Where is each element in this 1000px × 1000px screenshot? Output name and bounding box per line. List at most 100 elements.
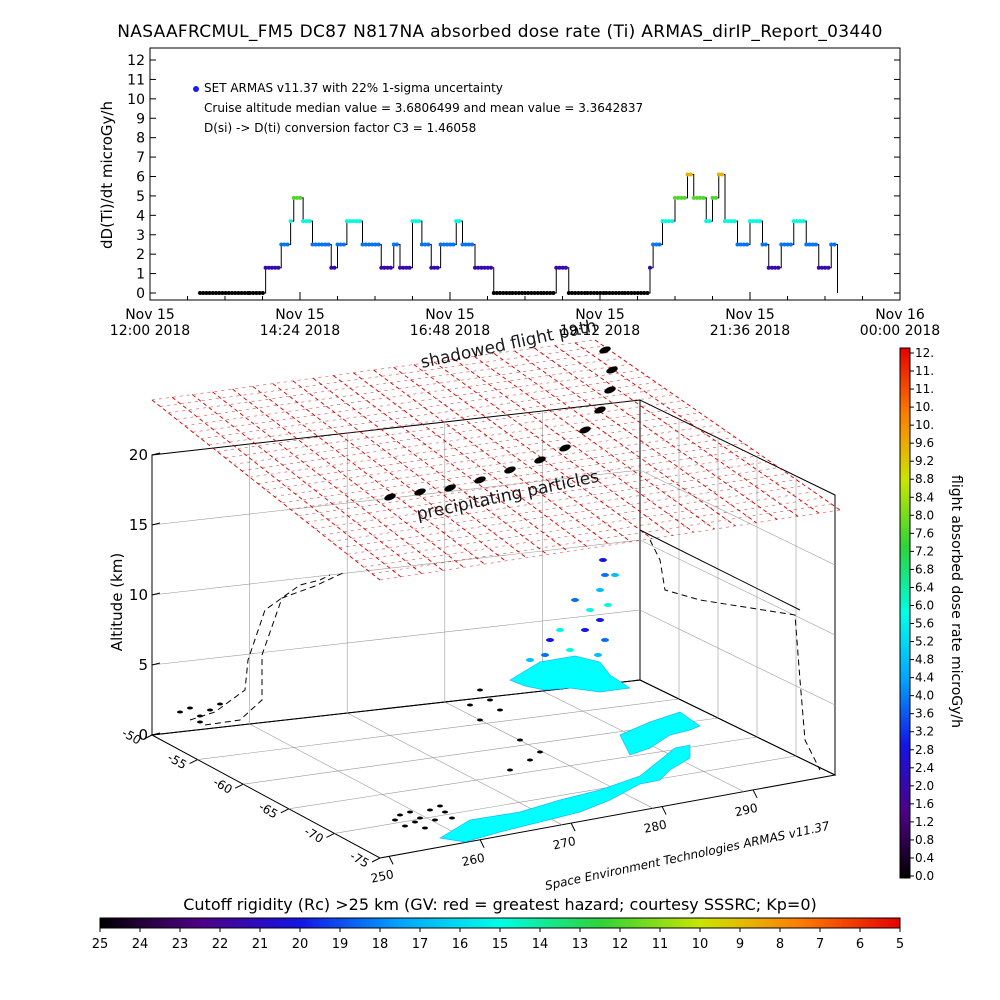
y-tick-label: 8 [136, 131, 145, 147]
rigidity-colorbar-tick-label: 5 [896, 937, 904, 952]
layer-grid-line [176, 357, 622, 420]
latitude-axis: -50-55-60-65-70-75 [120, 726, 381, 871]
x-tick-label-time: 00:00 2018 [860, 323, 940, 339]
back-wall [639, 399, 836, 776]
low-altitude-point [427, 808, 433, 812]
dose-colorbar-tick-label: 6.8 [915, 562, 934, 576]
dose-colorbar-tick-label: 8.4 [915, 490, 934, 504]
dose-column-point [604, 603, 612, 607]
dose-colorbar-tick-label: 6.4 [915, 580, 934, 594]
dose-colorbar-label: flight absorbed dose rate microGy/h [948, 475, 964, 728]
layer-grid-line [355, 491, 814, 562]
layer-grid-line [433, 361, 673, 536]
y-tick-label: 1 [136, 267, 145, 283]
low-altitude-point [477, 688, 483, 692]
rigidity-colorbar-tick-label: 20 [292, 937, 309, 952]
dose-colorbar-tick-label: 0.4 [915, 851, 934, 865]
x-tick-label-date: Nov 15 [725, 307, 775, 323]
dose-point [273, 265, 278, 270]
dose-point [801, 219, 806, 224]
dose-point [573, 291, 578, 295]
dose-point [785, 242, 790, 247]
x-tick-label-date: Nov 16 [875, 307, 925, 323]
low-altitude-point [467, 703, 473, 707]
dose-column-point [581, 628, 589, 632]
longitude-tick-label: 270 [552, 834, 577, 852]
dose-point [329, 265, 334, 270]
dose-point [313, 242, 318, 247]
dose-point [226, 291, 231, 295]
dose-point [270, 265, 274, 270]
dose-point [513, 291, 518, 295]
rigidity-colorbar: 25 24 23 22 21 20 19 18 17 16 15 14 13 12 11 10 9 8 7 6 5 [92, 917, 904, 952]
dose-point [741, 242, 746, 247]
longitude-tick-mark [479, 839, 485, 848]
dose-point [491, 291, 496, 295]
rigidity-colorbar-tick-label: 18 [372, 937, 389, 952]
dose-point [451, 242, 456, 247]
dose-point [726, 219, 731, 224]
dose-point [401, 265, 406, 270]
dose-column-point [601, 638, 609, 642]
dose-point [663, 219, 668, 224]
dose-colorbar-tick-label: 10. [915, 418, 934, 432]
dose-point [363, 242, 368, 247]
dose-point [242, 291, 247, 295]
dose-point [501, 291, 506, 295]
layer-grid-line [249, 412, 701, 478]
dose-colorbar-gradient [900, 348, 910, 878]
dose-column-point [601, 573, 609, 577]
dose-point [263, 265, 268, 270]
rigidity-colorbar-fill [100, 918, 900, 928]
dose-point [476, 265, 481, 270]
dose-point [541, 291, 546, 295]
layer-grid-line [353, 372, 590, 549]
dose-point [545, 291, 549, 295]
dose-point [760, 242, 765, 247]
dose-point [360, 242, 365, 247]
dose-point [557, 265, 562, 270]
dose-colorbar-tick-label: 0.0 [915, 869, 934, 883]
rigidity-colorbar-tick-label: 9 [736, 937, 744, 952]
longitude-tick-label: 280 [643, 817, 668, 835]
dose-point [479, 265, 484, 270]
dose-point [566, 291, 571, 295]
dose-point [685, 172, 690, 177]
dose-point [748, 219, 752, 224]
dose-point [548, 291, 553, 295]
dose-point [254, 291, 259, 295]
dose-point [695, 195, 699, 200]
low-altitude-point [507, 768, 513, 772]
dose-point [645, 291, 650, 295]
dose-point [410, 219, 415, 224]
dose-point [776, 265, 781, 270]
dose-point [448, 242, 453, 247]
dose-point [466, 242, 471, 247]
dose-colorbar-tick-label: 4.0 [915, 689, 934, 703]
dose-point [539, 291, 543, 295]
dose-column-point [586, 608, 594, 612]
altitude-tick-mark [151, 452, 161, 456]
wall-grid-line [151, 469, 836, 566]
dose-column-point [611, 573, 619, 577]
dose-point [419, 242, 424, 247]
dose-point [651, 242, 656, 247]
ground-track-region [619, 711, 701, 756]
dose-point [679, 195, 684, 200]
dose-point [604, 291, 609, 295]
dose-point [691, 195, 696, 200]
y-tick-label: 2 [136, 247, 145, 263]
rigidity-colorbar-tick-label: 21 [252, 937, 269, 952]
dose-point [688, 172, 693, 177]
y-tick-label: 12 [127, 53, 145, 69]
dose-point [335, 242, 340, 247]
dose-point [236, 291, 241, 295]
dose-point [698, 195, 703, 200]
longitude-tick-label: 290 [734, 801, 759, 819]
dose-point [257, 291, 262, 295]
dose-point [623, 291, 627, 295]
